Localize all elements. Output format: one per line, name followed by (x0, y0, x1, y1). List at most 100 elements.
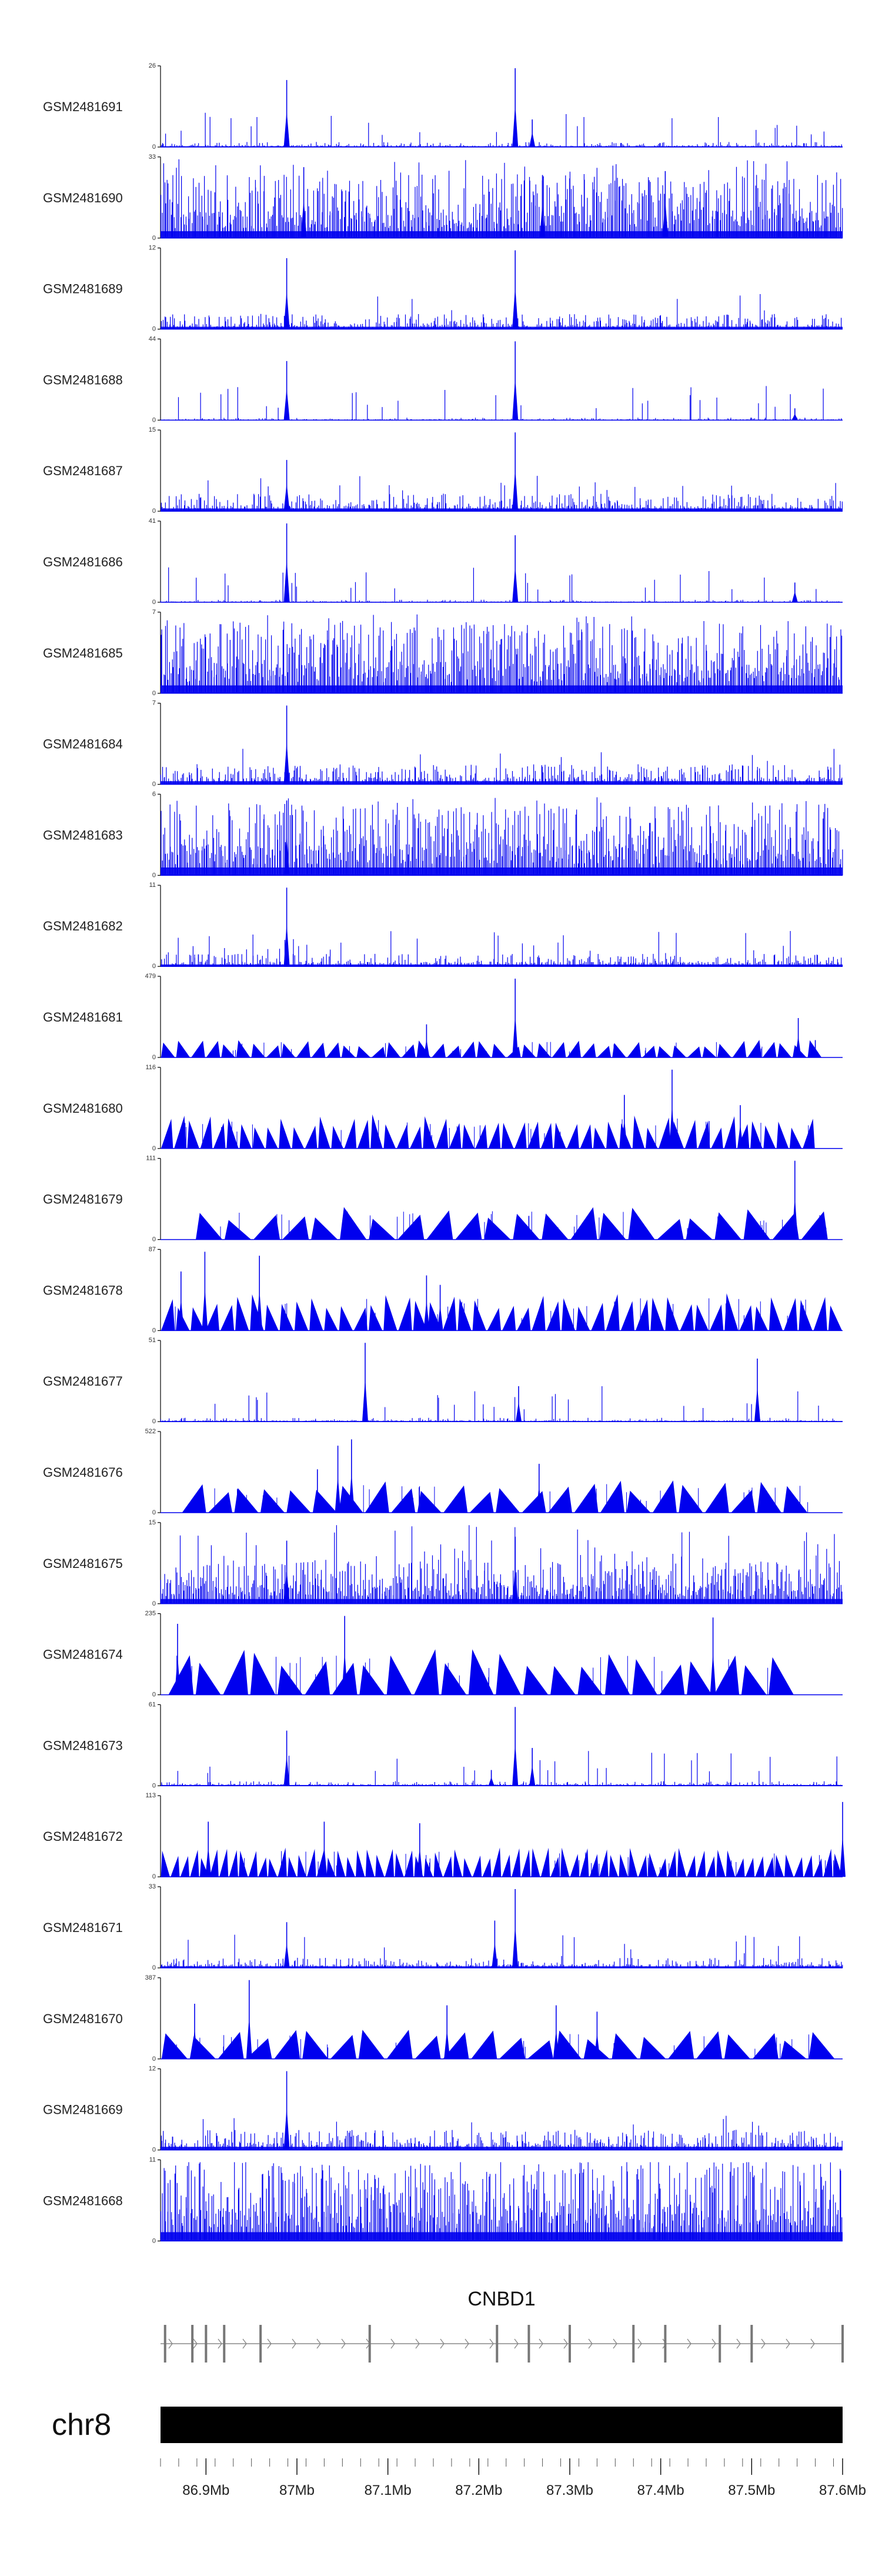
signal-bars (160, 2162, 843, 2241)
track-label: GSM2481673 (43, 1738, 123, 1753)
y-tick-label-zero: 0 (152, 1054, 156, 1061)
track-GSM2481669: GSM2481669 12 0 (43, 2066, 843, 2154)
signal-peak-body (192, 2028, 198, 2059)
exon (527, 2325, 530, 2363)
signal-peak-body (662, 201, 669, 238)
strand-arrow (292, 2338, 296, 2349)
signal-peak-body (423, 1300, 430, 1331)
x-tick-label: 87.3Mb (546, 2482, 593, 2498)
strand-arrow (810, 2338, 815, 2349)
signal-floor (161, 867, 843, 876)
signal-peak-body (205, 1846, 212, 1877)
signal-peak-body (300, 199, 307, 238)
y-tick-label-max: 51 (149, 1337, 156, 1344)
x-tick-label: 87.6Mb (819, 2482, 866, 2498)
signal-peak-body (283, 290, 290, 329)
signal-peak-body (416, 1847, 423, 1877)
strand-arrow (242, 2338, 247, 2349)
track-label: GSM2481670 (43, 2011, 123, 2026)
exon (259, 2325, 262, 2363)
track-label: GSM2481691 (43, 99, 123, 114)
signal-floor (161, 1599, 843, 1604)
track-GSM2481668: GSM2481668 11 0 (43, 2156, 843, 2244)
track-label: GSM2481674 (43, 1647, 123, 1662)
y-tick-label-max: 11 (149, 2156, 156, 2163)
signal-peak-body (202, 1287, 208, 1331)
track-GSM2481675: GSM2481675 15 0 (43, 1519, 843, 1607)
track-label: GSM2481679 (43, 1192, 123, 1207)
track-label: GSM2481683 (43, 827, 123, 842)
signal-peak-body (621, 1119, 627, 1149)
y-tick-label-zero: 0 (152, 1691, 156, 1699)
signal-spikes (214, 1484, 808, 1513)
signal-spikes (176, 2034, 809, 2059)
strand-arrow (736, 2338, 741, 2349)
y-tick-label-zero: 0 (152, 416, 156, 423)
y-tick-label-zero: 0 (152, 2056, 156, 2063)
track-GSM2481679: GSM2481679 111 0 (43, 1155, 843, 1243)
signal-peak-body (175, 1656, 181, 1695)
track-GSM2481684: GSM2481684 7 0 (43, 700, 843, 788)
signal-peak-body (512, 1014, 519, 1057)
strand-arrow (539, 2338, 543, 2349)
signal-area (161, 1114, 815, 1149)
signal-bars (161, 159, 843, 238)
track-GSM2481671: GSM2481671 33 0 (43, 1883, 843, 1971)
exon (496, 2325, 499, 2363)
signal-bars (161, 2115, 843, 2150)
signal-peak-body (512, 565, 519, 602)
signal-bars (161, 386, 842, 421)
chromosome-bar (161, 2407, 843, 2443)
y-tick-label-zero: 0 (152, 1782, 156, 1789)
signal-bars (160, 749, 843, 785)
track-label: GSM2481671 (43, 1920, 123, 1935)
y-tick-label-max: 12 (149, 245, 156, 252)
signal-peak-body (283, 483, 290, 512)
track-label: GSM2481676 (43, 1465, 123, 1480)
y-tick-label-max: 33 (149, 154, 156, 161)
track-GSM2481683: GSM2481683 6 0 (43, 790, 843, 879)
signal-peak-body (437, 1305, 443, 1331)
track-label: GSM2481675 (43, 1556, 123, 1571)
exon (569, 2325, 571, 2363)
signal-bars (160, 1386, 843, 1422)
signal-peak-body (283, 388, 290, 421)
y-tick-label-zero: 0 (152, 1600, 156, 1607)
exon (205, 2325, 208, 2363)
signal-floor (161, 1785, 843, 1786)
track-label: GSM2481682 (43, 919, 123, 933)
signal-peak-body (321, 1846, 328, 1877)
signal-peak-body (791, 413, 798, 421)
exon (368, 2325, 371, 2363)
strand-arrow (613, 2338, 617, 2349)
signal-floor (161, 419, 843, 421)
signal-spikes (178, 1042, 763, 1057)
y-tick-label-max: 111 (146, 1155, 156, 1162)
x-tick-label: 86.9Mb (182, 2482, 229, 2498)
signal-peak-body (516, 1402, 522, 1422)
signal-peak-body (283, 834, 290, 876)
y-tick-label-zero: 0 (152, 1418, 156, 1425)
y-tick-label-zero: 0 (152, 508, 156, 515)
track-GSM2481681: GSM2481681 479 0 (43, 973, 843, 1061)
strand-arrow (489, 2338, 494, 2349)
y-tick-label-zero: 0 (152, 2237, 156, 2244)
strand-arrow (267, 2338, 272, 2349)
y-tick-label-max: 113 (145, 1792, 156, 1799)
signal-peak-body (362, 1378, 368, 1422)
signal-peak-body (594, 2033, 600, 2059)
x-tick-label: 87.1Mb (365, 2482, 412, 2498)
signal-bars (161, 931, 843, 967)
signal-peak-body (529, 132, 536, 147)
chromosome-label: chr8 (52, 2408, 111, 2442)
strand-arrow (168, 2338, 173, 2349)
signal-peak-body (256, 1289, 263, 1331)
signal-tracks: GSM2481691260GSM2481690330GSM2481689120G… (43, 62, 846, 2244)
signal-bars (160, 1525, 843, 1604)
y-tick-label-max: 7 (152, 609, 156, 616)
signal-floor (161, 781, 843, 785)
track-GSM2481685: GSM2481685 7 0 (43, 609, 843, 697)
y-tick-label-max: 41 (149, 518, 156, 525)
signal-area (161, 2030, 835, 2059)
signal-peak-body (283, 110, 290, 147)
